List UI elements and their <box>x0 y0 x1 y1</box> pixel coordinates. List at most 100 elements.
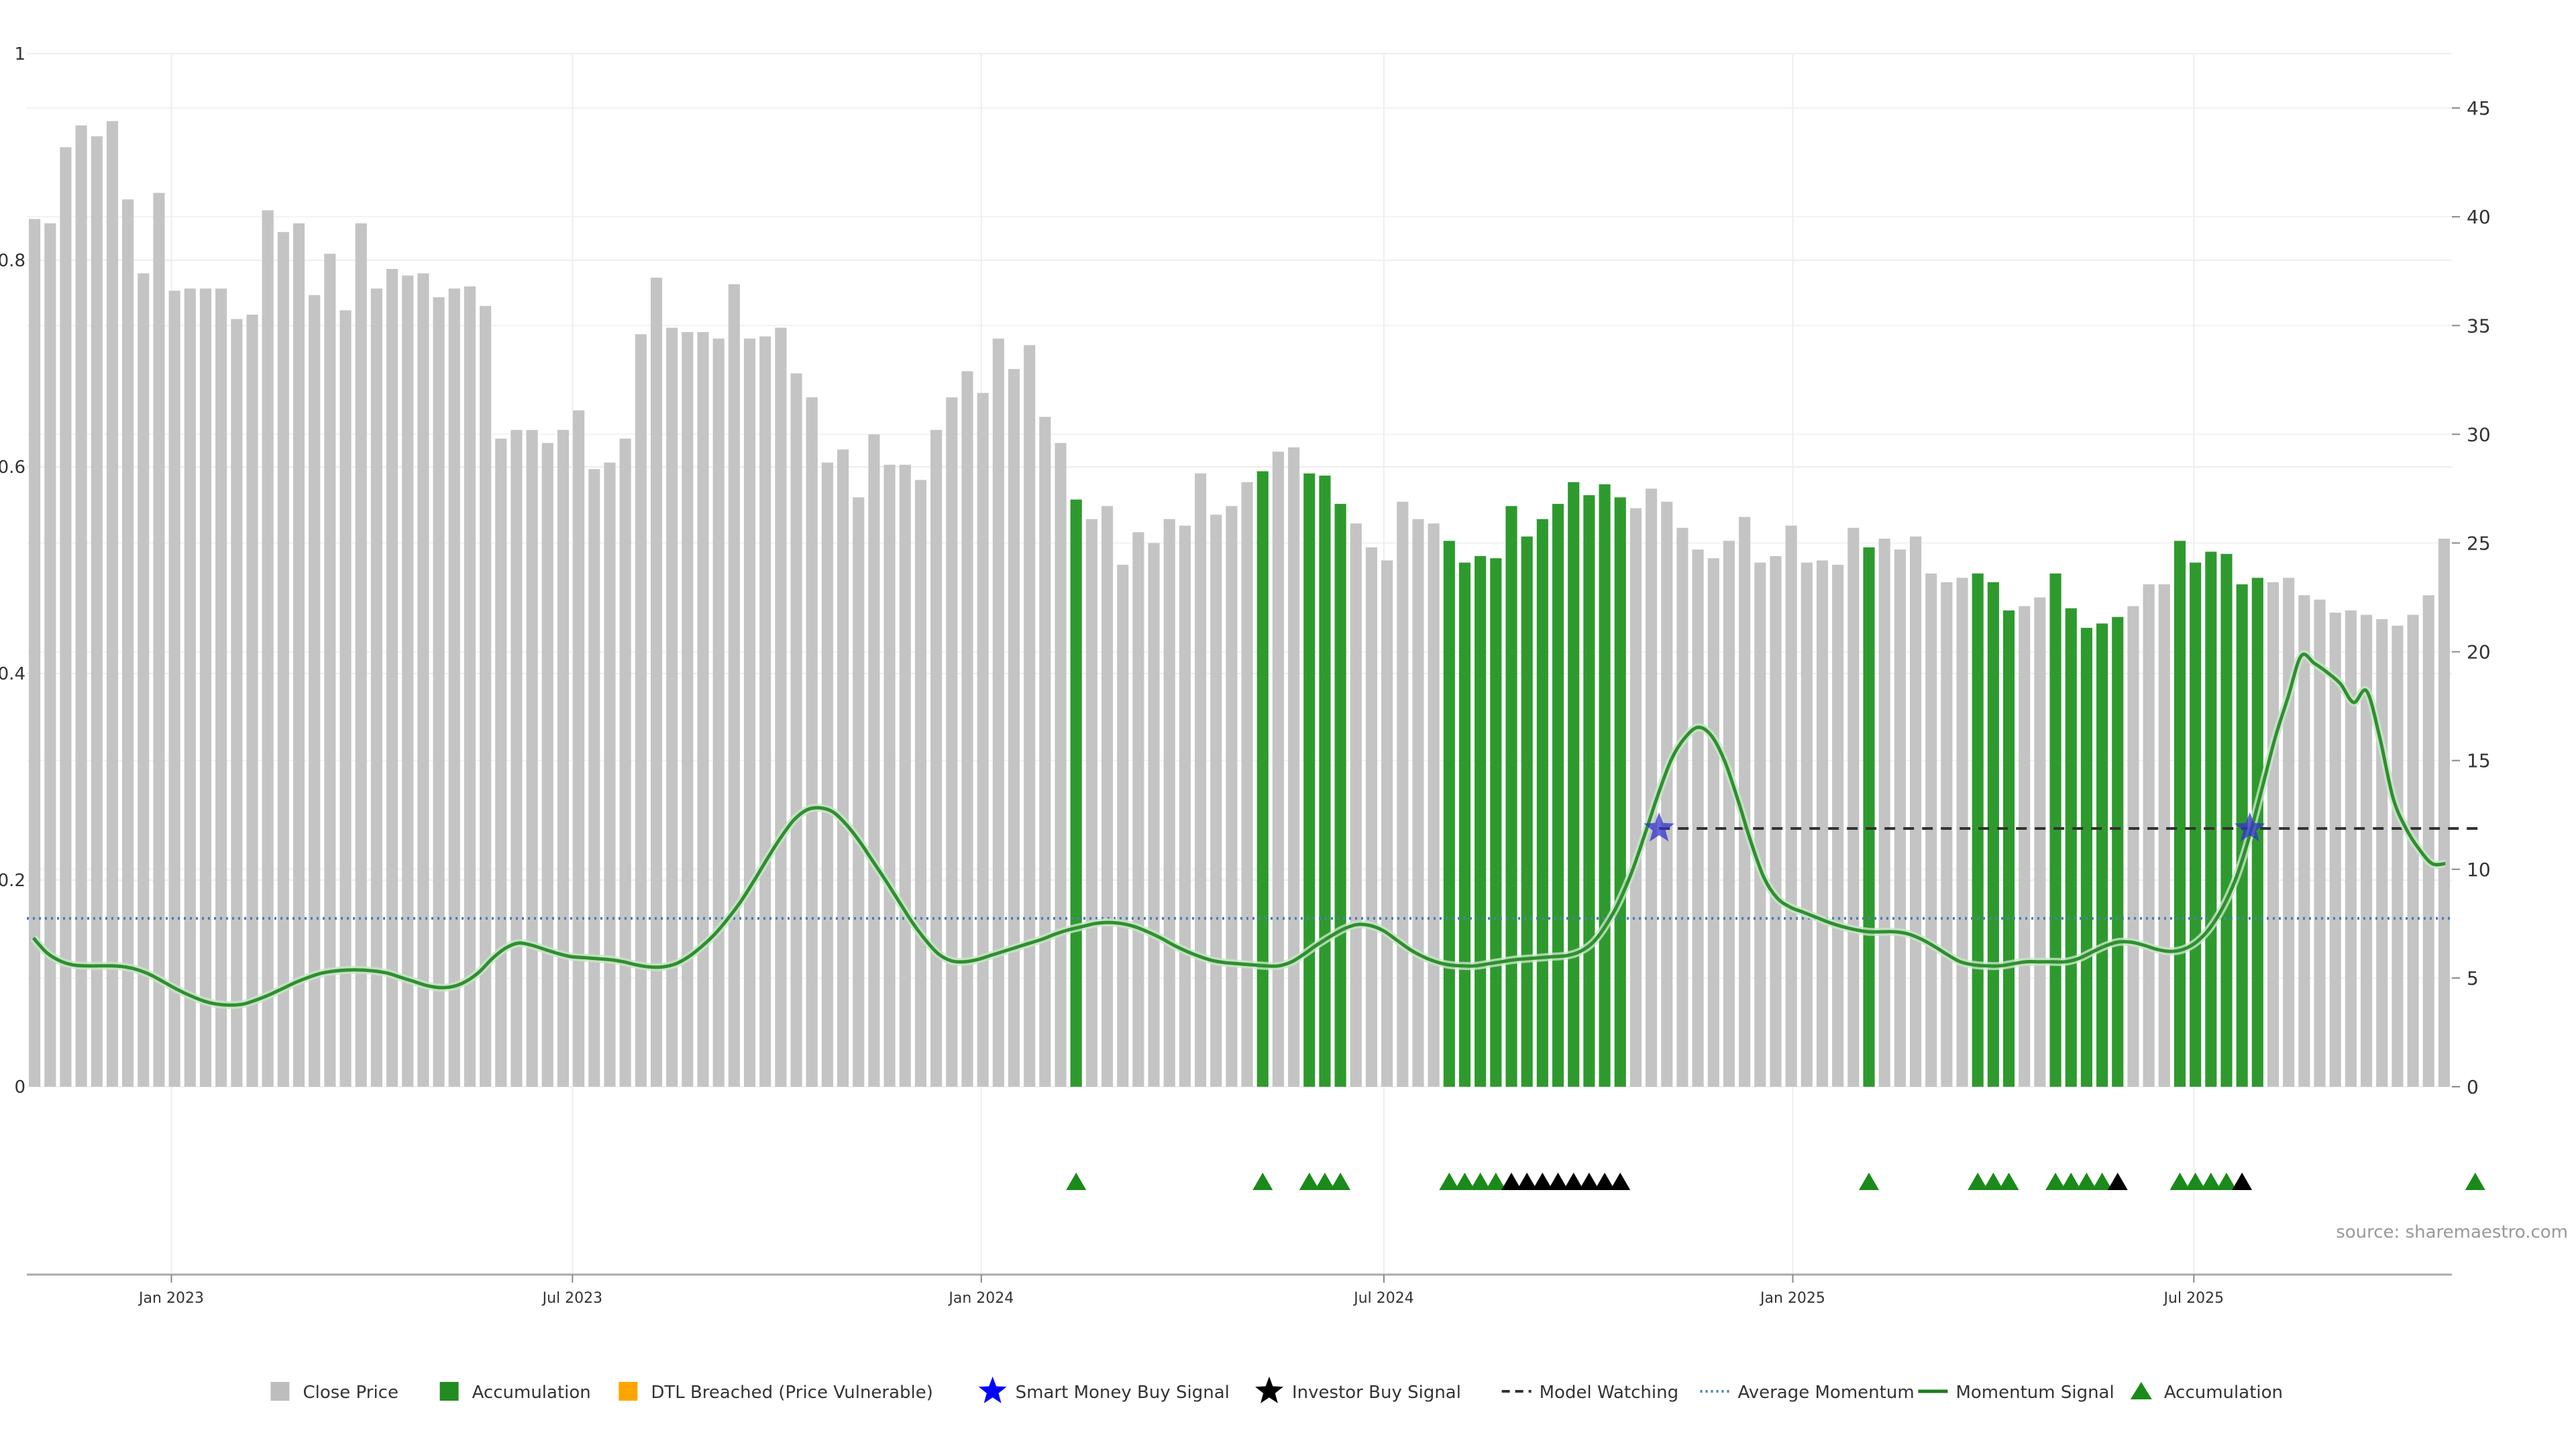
close-price-bar <box>106 121 119 1087</box>
accumulation-bar <box>1583 495 1595 1087</box>
close-price-bar <box>464 286 476 1087</box>
close-price-bar <box>1723 541 1735 1087</box>
legend-label: Smart Money Buy Signal <box>1016 1383 1230 1403</box>
close-price-bar <box>1754 562 1766 1087</box>
close-price-bar <box>1785 525 1797 1087</box>
close-price-bar <box>1039 417 1051 1087</box>
accumulation-bar <box>2190 562 2202 1087</box>
close-price-bar <box>262 210 274 1087</box>
accumulation-triangle <box>1470 1173 1491 1190</box>
close-price-bar <box>914 480 927 1087</box>
accumulation-bar <box>1863 547 1875 1087</box>
close-price-bar <box>1925 573 1937 1087</box>
accumulation-bar <box>2080 627 2093 1087</box>
close-price-bar <box>1646 488 1658 1087</box>
accumulation-triangle <box>1859 1173 1880 1190</box>
accumulation-bar <box>1303 473 1316 1087</box>
legend-swatch <box>619 1382 638 1401</box>
close-price-bar <box>775 327 787 1087</box>
investor-buy-triangle <box>1610 1173 1631 1190</box>
close-price-bar <box>1179 525 1191 1087</box>
legend-item: Smart Money Buy Signal <box>978 1377 1230 1403</box>
close-price-bar <box>526 429 538 1087</box>
accumulation-bar <box>2065 608 2077 1087</box>
close-price-bar <box>541 443 553 1087</box>
accumulation-bar <box>1552 504 1564 1087</box>
legend-item: DTL Breached (Price Vulnerable) <box>619 1382 933 1403</box>
accumulation-triangle <box>1299 1173 1320 1190</box>
right-axis-tick-label: 40 <box>2467 206 2491 228</box>
accumulation-bar <box>2174 541 2186 1087</box>
close-price-bar <box>790 373 802 1087</box>
legend-item: Investor Buy Signal <box>1255 1377 1461 1403</box>
close-price-bar <box>2298 595 2310 1087</box>
left-axis-tick-label: 0.2 <box>0 871 25 891</box>
close-price-bar <box>588 469 600 1087</box>
accumulation-bar <box>1972 573 1984 1087</box>
close-price-bar <box>2438 538 2450 1087</box>
close-price-bar <box>417 273 429 1087</box>
legend-item: Average Momentum <box>1700 1383 1915 1403</box>
legend-item: Model Watching <box>1501 1383 1678 1403</box>
accumulation-triangle <box>1983 1173 2004 1190</box>
close-price-bar <box>759 336 771 1087</box>
legend-item: Accumulation <box>439 1382 591 1403</box>
legend-swatch <box>439 1382 459 1401</box>
close-price-bar <box>2158 584 2170 1087</box>
close-price-bar <box>883 464 896 1087</box>
investor-buy-triangle <box>2232 1173 2253 1190</box>
close-price-bar <box>1085 519 1097 1087</box>
investor-buy-triangle <box>1595 1173 1615 1190</box>
close-price-bar <box>2314 599 2326 1087</box>
legend-label: Accumulation <box>472 1383 591 1403</box>
legend-label: Investor Buy Signal <box>1292 1383 1461 1403</box>
close-price-bar <box>682 331 694 1087</box>
close-price-bar <box>277 231 289 1087</box>
close-price-bar <box>697 331 709 1087</box>
accumulation-triangle <box>1968 1173 1988 1190</box>
right-axis-tick-label: 5 <box>2467 967 2479 989</box>
legend-label: Average Momentum <box>1737 1383 1914 1403</box>
close-price-bar <box>448 288 460 1087</box>
x-axis-tick-label: Jan 2023 <box>138 1290 204 1307</box>
close-price-bar <box>992 338 1004 1087</box>
x-axis-tick-label: Jul 2023 <box>541 1290 603 1307</box>
close-price-bar <box>1770 555 1782 1087</box>
accumulation-triangle <box>2216 1173 2237 1190</box>
accumulation-bar <box>1568 482 1580 1087</box>
accumulation-triangle <box>1252 1173 1273 1190</box>
close-price-bar <box>1055 443 1067 1087</box>
close-price-bar <box>1661 501 1673 1087</box>
close-price-bar <box>1101 506 1114 1087</box>
legend-star-icon <box>978 1377 1007 1403</box>
accumulation-bar <box>2205 551 2217 1087</box>
close-price-bar <box>1941 582 1953 1087</box>
close-price-bar <box>2267 582 2279 1087</box>
close-price-bar <box>2143 584 2155 1087</box>
close-price-bar <box>184 288 196 1087</box>
close-price-bar <box>619 438 631 1087</box>
accumulation-triangle <box>2169 1173 2190 1190</box>
close-price-bar <box>60 147 72 1087</box>
close-price-bar <box>75 125 87 1087</box>
close-price-bar <box>946 397 958 1087</box>
accumulation-bar <box>2049 573 2061 1087</box>
investor-buy-triangle <box>2107 1173 2128 1190</box>
close-price-bar <box>743 338 756 1087</box>
accumulation-bar <box>2096 623 2108 1087</box>
close-price-bar <box>1226 506 1238 1087</box>
close-price-bar <box>1397 501 1409 1087</box>
source-label: source: sharemaestro.com <box>2336 1222 2568 1242</box>
close-price-bar <box>215 288 227 1087</box>
accumulation-bar <box>1536 519 1548 1087</box>
legend: Close Price Accumulation DTL Breached (Pri… <box>270 1377 2283 1403</box>
close-price-bar <box>2422 595 2434 1087</box>
close-price-bar <box>930 429 943 1087</box>
close-price-bar <box>1381 560 1393 1087</box>
legend-label: Close Price <box>303 1383 398 1403</box>
close-price-bar <box>2407 614 2419 1087</box>
close-price-bar <box>1894 549 1906 1087</box>
accumulation-bar <box>1490 558 1502 1087</box>
close-price-bar <box>868 434 880 1087</box>
